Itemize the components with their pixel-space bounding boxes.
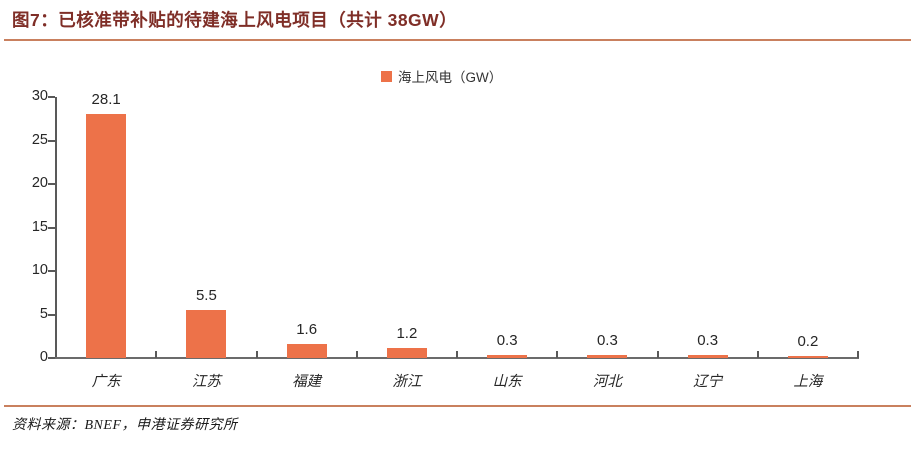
source-note: 资料来源：BNEF，申港证券研究所 [12, 418, 238, 433]
x-axis-line [55, 357, 859, 359]
x-axis-label-广东: 广东 [91, 374, 121, 390]
y-axis-tick [48, 96, 55, 98]
bar-江苏 [186, 310, 227, 358]
x-axis-label-江苏: 江苏 [191, 374, 221, 390]
y-axis-tick [48, 183, 55, 185]
footer-divider [4, 405, 911, 407]
x-axis-tick [155, 351, 158, 358]
y-axis-label: 30 [31, 88, 48, 104]
x-axis-label-河北: 河北 [592, 374, 622, 390]
x-axis-tick [756, 351, 759, 358]
bar-value-label: 1.2 [396, 324, 418, 342]
legend-swatch-icon [381, 70, 392, 82]
bar-上海 [787, 356, 828, 358]
bar-福建 [286, 344, 327, 358]
bar-广东 [86, 113, 127, 358]
x-axis-tick [456, 351, 458, 358]
x-axis-tick [656, 351, 659, 358]
y-axis-label: 20 [31, 175, 48, 191]
bar-山东 [487, 355, 528, 358]
y-axis-tick [48, 357, 55, 359]
bar-value-label: 5.5 [195, 287, 217, 305]
x-axis-label-上海: 上海 [793, 374, 823, 390]
legend-label: 海上风电（GW） [398, 70, 503, 85]
y-axis-label: 5 [39, 305, 48, 322]
y-axis-line [55, 97, 57, 359]
bar-辽宁 [687, 355, 728, 358]
x-axis-tick [857, 351, 859, 358]
chart-legend: 海上风电（GW） [381, 66, 502, 86]
y-axis-label: 10 [31, 262, 48, 278]
y-axis-tick [48, 139, 55, 142]
y-axis-tick [48, 226, 55, 229]
bar-value-label: 1.6 [296, 321, 318, 339]
x-axis-tick [556, 351, 559, 358]
title-divider [4, 39, 911, 41]
bar-value-label: 0.2 [797, 333, 819, 351]
y-axis-tick [48, 313, 55, 316]
bar-河北 [587, 355, 628, 358]
x-axis-label-浙江: 浙江 [392, 374, 422, 390]
y-axis-label: 15 [31, 218, 48, 235]
x-axis-label-辽宁: 辽宁 [693, 374, 723, 390]
x-axis-label-福建: 福建 [292, 374, 322, 390]
bar-value-label: 0.3 [596, 332, 618, 350]
bar-value-label: 0.3 [697, 332, 719, 350]
y-axis-label: 25 [31, 131, 48, 148]
x-axis-tick [355, 351, 358, 358]
x-axis-tick [255, 351, 258, 358]
bar-value-label: 0.3 [496, 332, 518, 350]
y-axis-tick [48, 270, 55, 272]
figure-title: 图7：已核准带补贴的待建海上风电项目（共计 38GW） [12, 10, 458, 30]
y-axis-label: 0 [39, 349, 48, 365]
bar-value-label: 28.1 [91, 90, 121, 108]
bar-浙江 [386, 347, 427, 358]
x-axis-label-山东: 山东 [492, 374, 522, 390]
